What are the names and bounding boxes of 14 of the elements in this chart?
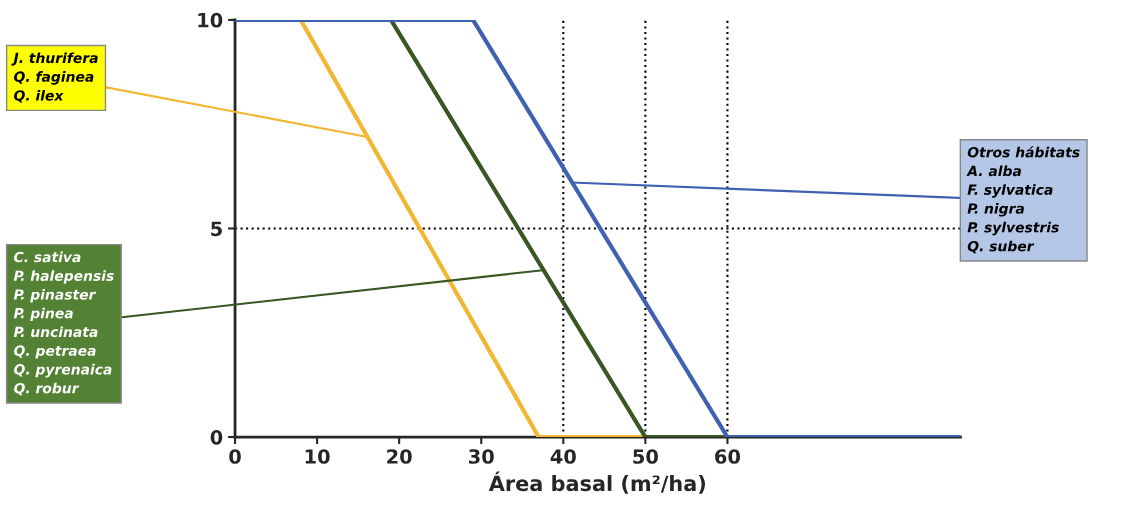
x-tick-label: 0 <box>229 449 241 464</box>
annotation: J. thurifera Q. faginea Q. ilex <box>11 52 98 103</box>
x-tick-label: 40 <box>550 449 576 464</box>
x-tick-label: 20 <box>387 449 412 464</box>
annotation: Otros hábitats A. alba F. sylvatica P. nigra P. sylvestris Q. suber <box>966 146 1080 254</box>
x-tick-label: 60 <box>715 449 741 464</box>
x-tick-label: 30 <box>469 449 494 464</box>
x-axis-title: Área basal (m²/ha) <box>488 471 705 494</box>
annotation: C. sativa P. halepensis P. pinaster P. pinea P. uncinata Q. petraea Q. pyrenaica Q. robur <box>13 251 114 396</box>
y-tick-label: 10 <box>198 12 223 28</box>
x-tick-label: 50 <box>633 449 658 464</box>
y-tick-label: 0 <box>210 429 223 445</box>
y-tick-label: 5 <box>211 221 222 237</box>
x-tick-label: 10 <box>305 449 330 464</box>
